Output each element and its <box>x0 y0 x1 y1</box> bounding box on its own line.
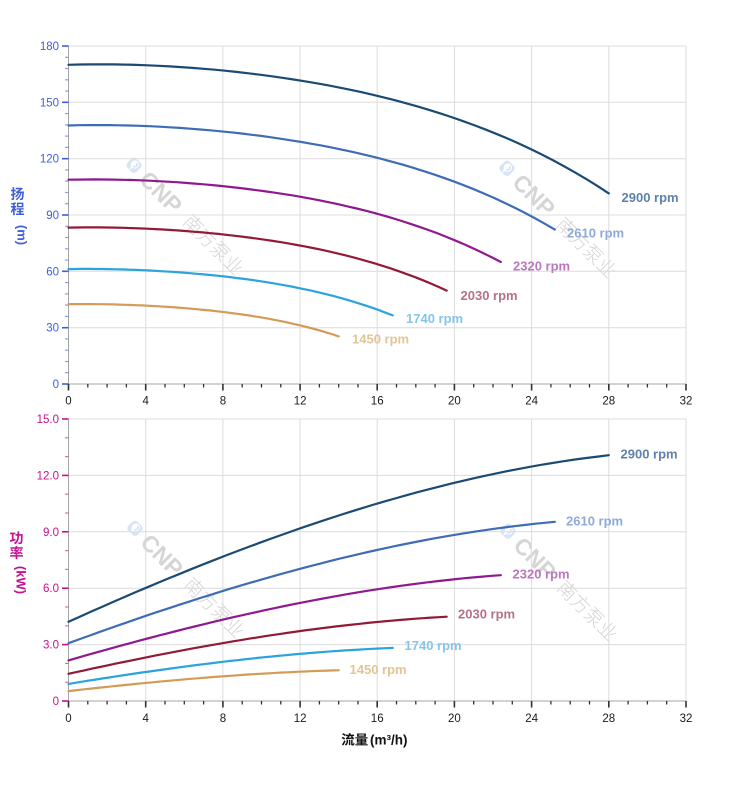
svg-text:20: 20 <box>448 713 461 725</box>
svg-text:16: 16 <box>371 713 384 725</box>
svg-text:16: 16 <box>371 396 384 408</box>
svg-text:1450 rpm: 1450 rpm <box>352 332 409 347</box>
svg-text:2320 rpm: 2320 rpm <box>513 259 570 274</box>
svg-text:1450 rpm: 1450 rpm <box>350 662 407 677</box>
svg-text:6.0: 6.0 <box>43 583 59 595</box>
svg-text:2900 rpm: 2900 rpm <box>622 190 679 205</box>
svg-text:4: 4 <box>142 396 149 408</box>
svg-text:15.0: 15.0 <box>37 414 59 426</box>
svg-text:9.0: 9.0 <box>43 527 59 539</box>
svg-text:30: 30 <box>46 323 59 335</box>
svg-text:2030 rpm: 2030 rpm <box>458 607 515 622</box>
svg-text:(m): (m) <box>15 225 30 245</box>
svg-text:32: 32 <box>680 396 693 408</box>
svg-text:60: 60 <box>46 266 59 278</box>
svg-text:150: 150 <box>40 97 59 109</box>
svg-text:0: 0 <box>65 713 71 725</box>
svg-text:120: 120 <box>40 154 59 166</box>
svg-text:12.0: 12.0 <box>37 470 59 482</box>
svg-text:8: 8 <box>220 713 226 725</box>
svg-text:90: 90 <box>46 210 59 222</box>
svg-text:3.0: 3.0 <box>43 640 59 652</box>
svg-text:4: 4 <box>142 713 149 725</box>
svg-text:28: 28 <box>602 396 615 408</box>
svg-text:24: 24 <box>525 396 538 408</box>
svg-text:0: 0 <box>53 379 59 391</box>
svg-text:28: 28 <box>602 713 615 725</box>
svg-text:1740 rpm: 1740 rpm <box>405 638 462 653</box>
svg-text:2610 rpm: 2610 rpm <box>566 514 623 529</box>
svg-text:24: 24 <box>525 713 538 725</box>
svg-text:180: 180 <box>40 41 59 53</box>
svg-text:2900 rpm: 2900 rpm <box>621 447 678 462</box>
svg-text:(kW): (kW) <box>14 566 29 594</box>
svg-text:12: 12 <box>294 713 307 725</box>
svg-text:2320 rpm: 2320 rpm <box>513 567 570 582</box>
svg-text:12: 12 <box>294 396 307 408</box>
svg-text:8: 8 <box>220 396 226 408</box>
svg-text:32: 32 <box>680 713 693 725</box>
svg-text:(m³/h): (m³/h) <box>370 733 408 748</box>
svg-text:0: 0 <box>53 696 59 708</box>
svg-text:2030 rpm: 2030 rpm <box>461 288 518 303</box>
svg-text:2610 rpm: 2610 rpm <box>567 226 624 241</box>
svg-text:1740 rpm: 1740 rpm <box>406 311 463 326</box>
svg-text:0: 0 <box>65 396 71 408</box>
svg-text:20: 20 <box>448 396 461 408</box>
